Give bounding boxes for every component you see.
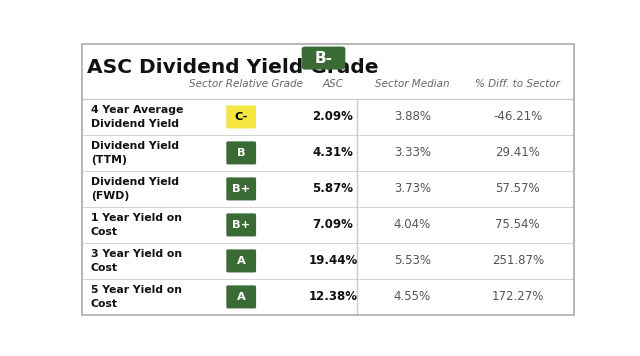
Text: 251.87%: 251.87% xyxy=(492,255,544,267)
Text: Dividend Yield
(FWD): Dividend Yield (FWD) xyxy=(91,177,179,201)
Text: Sector Median: Sector Median xyxy=(375,79,450,89)
Text: B-: B- xyxy=(314,51,333,66)
Text: 29.41%: 29.41% xyxy=(495,146,540,159)
Text: 4 Year Average
Dividend Yield: 4 Year Average Dividend Yield xyxy=(91,105,183,129)
Text: 2.09%: 2.09% xyxy=(312,110,353,124)
Text: ASC Dividend Yield Grade: ASC Dividend Yield Grade xyxy=(88,58,379,77)
Text: Sector Relative Grade: Sector Relative Grade xyxy=(189,79,303,89)
Text: 3.88%: 3.88% xyxy=(394,110,431,124)
Text: B+: B+ xyxy=(232,184,250,194)
Text: 172.27%: 172.27% xyxy=(492,290,544,303)
Text: 1 Year Yield on
Cost: 1 Year Yield on Cost xyxy=(91,213,182,237)
FancyBboxPatch shape xyxy=(227,250,256,272)
FancyBboxPatch shape xyxy=(227,286,256,308)
Text: 3.33%: 3.33% xyxy=(394,146,431,159)
FancyBboxPatch shape xyxy=(301,47,346,69)
Text: % Diff. to Sector: % Diff. to Sector xyxy=(476,79,560,89)
Text: 4.31%: 4.31% xyxy=(312,146,353,159)
Text: ASC: ASC xyxy=(323,79,344,89)
FancyBboxPatch shape xyxy=(227,105,256,129)
FancyBboxPatch shape xyxy=(227,213,256,236)
Text: -46.21%: -46.21% xyxy=(493,110,542,124)
Text: A: A xyxy=(237,292,246,302)
Text: 3.73%: 3.73% xyxy=(394,182,431,195)
Text: 19.44%: 19.44% xyxy=(308,255,358,267)
Text: C-: C- xyxy=(234,112,248,122)
Text: 57.57%: 57.57% xyxy=(495,182,540,195)
Text: 12.38%: 12.38% xyxy=(308,290,358,303)
Text: B: B xyxy=(237,148,246,158)
Text: 5.53%: 5.53% xyxy=(394,255,431,267)
FancyBboxPatch shape xyxy=(227,177,256,200)
Text: 7.09%: 7.09% xyxy=(312,219,353,231)
FancyBboxPatch shape xyxy=(227,141,256,164)
Text: A: A xyxy=(237,256,246,266)
Text: Dividend Yield
(TTM): Dividend Yield (TTM) xyxy=(91,141,179,165)
Text: 3 Year Yield on
Cost: 3 Year Yield on Cost xyxy=(91,249,182,273)
Text: B+: B+ xyxy=(232,220,250,230)
Text: 5.87%: 5.87% xyxy=(312,182,353,195)
Text: 75.54%: 75.54% xyxy=(495,219,540,231)
Text: 4.55%: 4.55% xyxy=(394,290,431,303)
Text: 4.04%: 4.04% xyxy=(394,219,431,231)
Text: 5 Year Yield on
Cost: 5 Year Yield on Cost xyxy=(91,285,182,309)
